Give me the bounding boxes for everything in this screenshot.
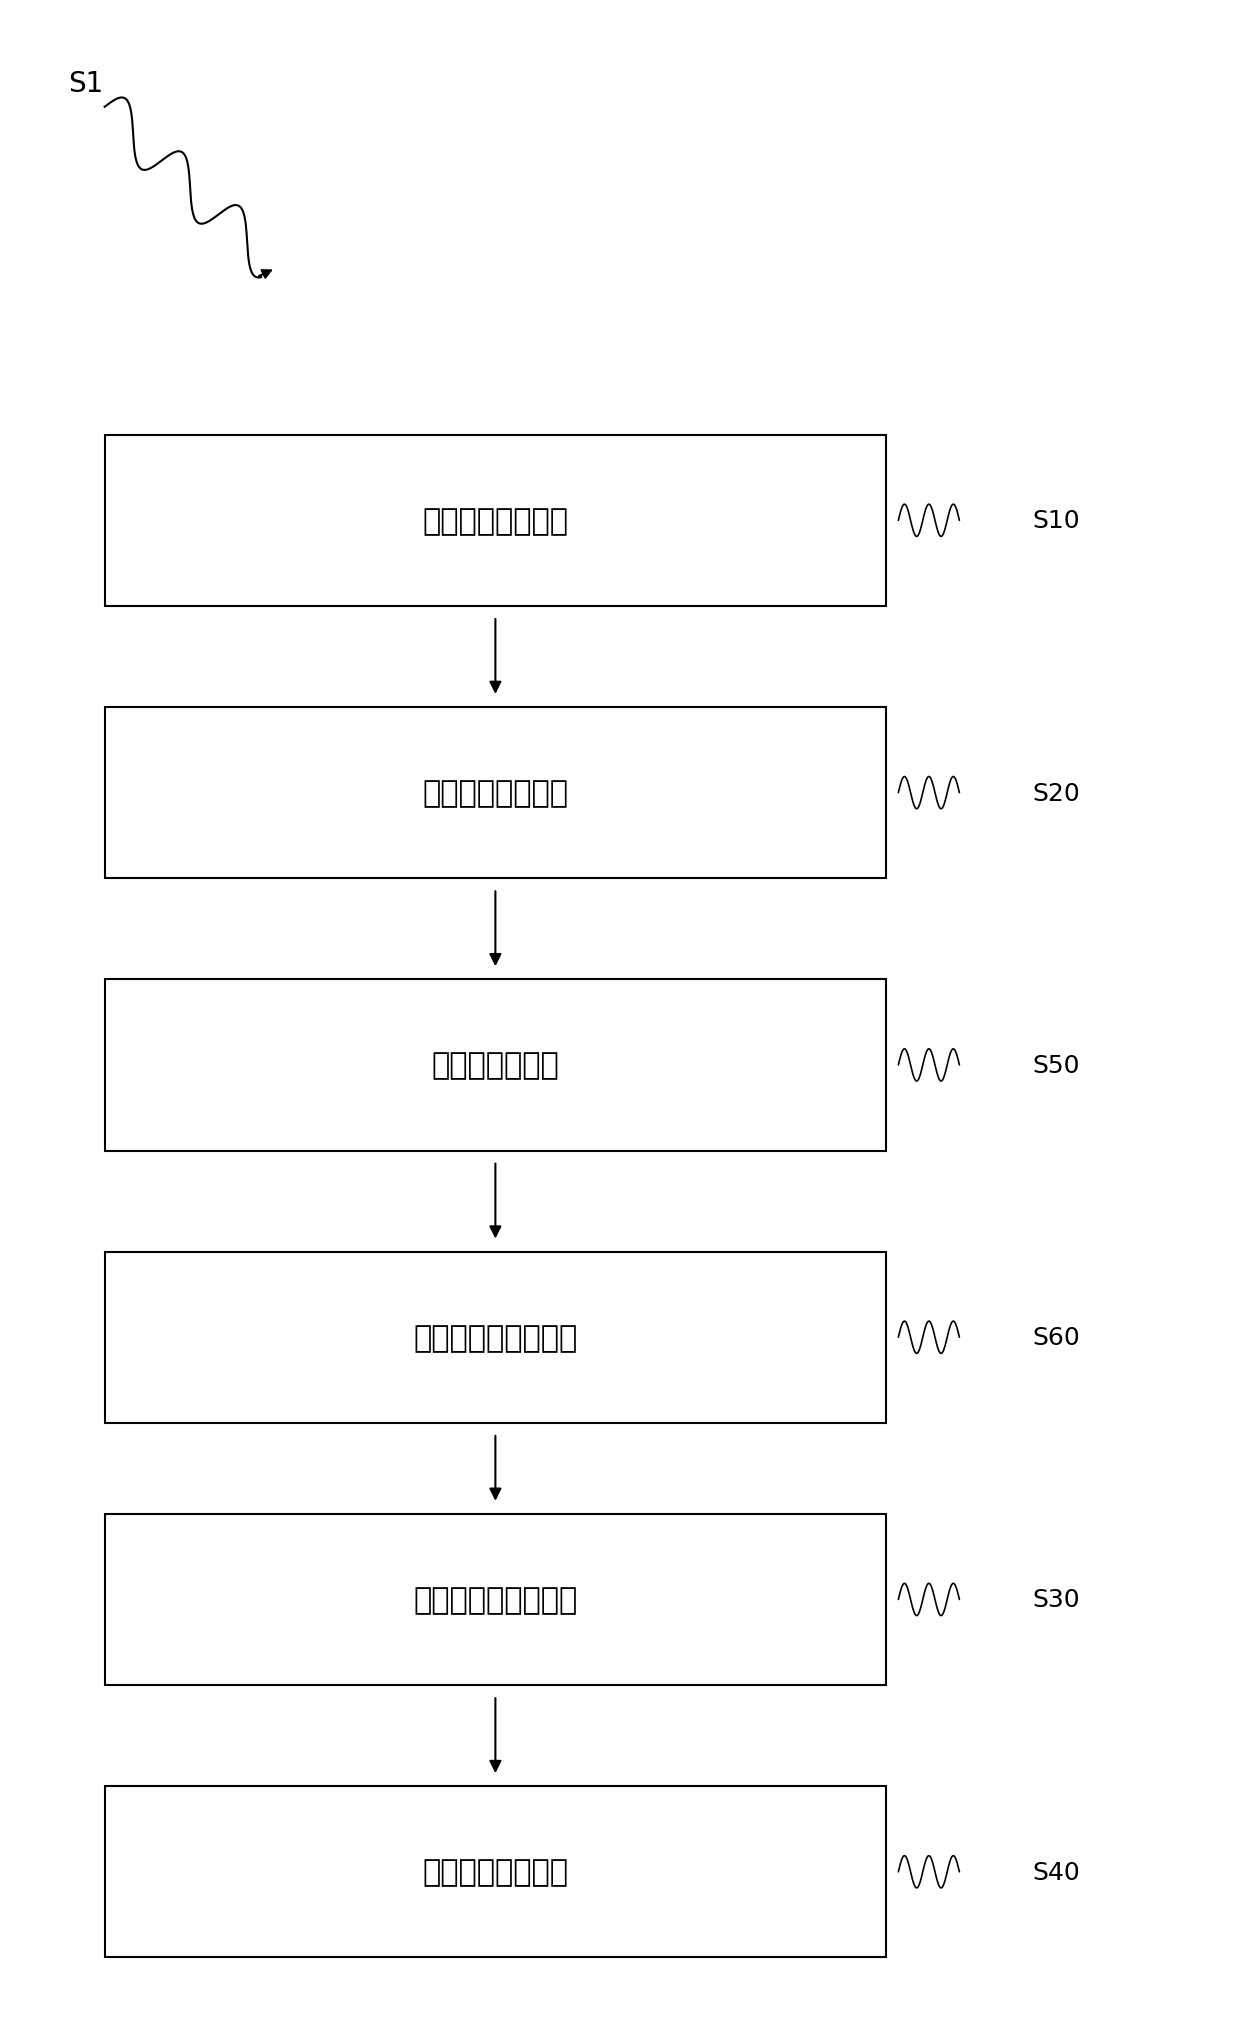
FancyBboxPatch shape bbox=[105, 980, 887, 1151]
FancyBboxPatch shape bbox=[105, 434, 887, 607]
FancyBboxPatch shape bbox=[105, 1514, 887, 1685]
FancyBboxPatch shape bbox=[105, 1253, 887, 1423]
Text: S30: S30 bbox=[1032, 1587, 1081, 1612]
Text: S50: S50 bbox=[1032, 1054, 1081, 1078]
Text: 光吸收层成膜步骤: 光吸收层成膜步骤 bbox=[422, 780, 568, 808]
Text: 透明导电层成膜步骤: 透明导电层成膜步骤 bbox=[414, 1585, 578, 1614]
Text: 缓冲层成膜步骤: 缓冲层成膜步骤 bbox=[431, 1052, 559, 1080]
Text: S40: S40 bbox=[1032, 1859, 1081, 1884]
Text: S1: S1 bbox=[68, 69, 104, 97]
Text: S10: S10 bbox=[1032, 510, 1081, 534]
FancyBboxPatch shape bbox=[105, 1786, 887, 1957]
Text: 透明氧化层成膜步骤: 透明氧化层成膜步骤 bbox=[414, 1324, 578, 1352]
Text: 背部电极成膜步骤: 背部电极成膜步骤 bbox=[422, 508, 568, 536]
Text: S20: S20 bbox=[1032, 782, 1081, 806]
Text: 接触电极形成步骤: 接触电极形成步骤 bbox=[422, 1857, 568, 1886]
FancyBboxPatch shape bbox=[105, 708, 887, 879]
Text: S60: S60 bbox=[1032, 1326, 1081, 1350]
